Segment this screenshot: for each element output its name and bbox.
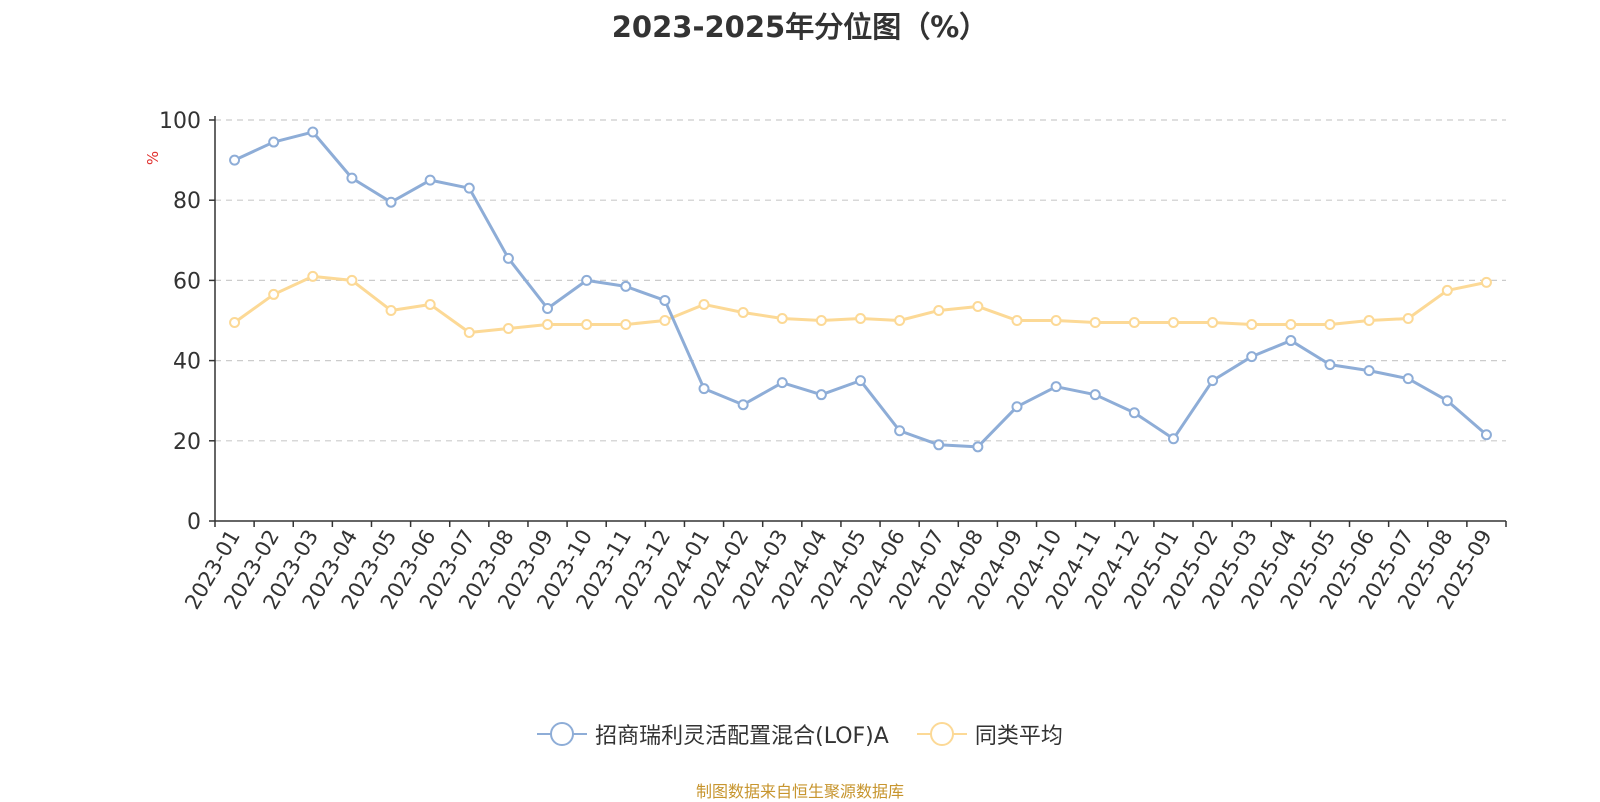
data-point[interactable] (542, 302, 554, 314)
data-point[interactable] (307, 126, 319, 138)
data-point[interactable] (229, 154, 241, 166)
data-point[interactable] (933, 439, 945, 451)
data-point[interactable] (1480, 276, 1492, 288)
data-point[interactable] (1363, 365, 1375, 377)
data-point[interactable] (346, 274, 358, 286)
data-point[interactable] (972, 300, 984, 312)
data-point[interactable] (1128, 407, 1140, 419)
data-point[interactable] (698, 298, 710, 310)
legend-item-series-0[interactable]: 招商瑞利灵活配置混合(LOF)A (537, 718, 889, 750)
axes (214, 116, 1507, 527)
data-point[interactable] (894, 315, 906, 326)
y-tick-label: 100 (159, 109, 201, 134)
x-tick-labels: 2023-012023-022023-032023-042023-052023-… (180, 526, 1497, 614)
data-point[interactable] (1402, 312, 1414, 324)
data-point[interactable] (1246, 351, 1258, 363)
data-point[interactable] (855, 375, 866, 387)
data-point[interactable] (581, 319, 593, 331)
data-point[interactable] (776, 377, 788, 389)
data-point[interactable] (659, 315, 671, 326)
chart-title: 2023-2025年分位图（%） (611, 10, 989, 44)
data-point[interactable] (424, 298, 436, 310)
data-point[interactable] (620, 319, 632, 331)
data-point[interactable] (542, 319, 554, 331)
y-tick-label: 80 (173, 189, 201, 214)
legend-swatch-icon (916, 722, 967, 746)
series-line (233, 274, 1487, 335)
y-tick-label: 60 (173, 269, 201, 294)
data-point[interactable] (659, 294, 671, 306)
data-point[interactable] (815, 389, 827, 401)
data-point[interactable] (1050, 315, 1062, 326)
data-point[interactable] (385, 304, 397, 316)
data-point[interactable] (346, 172, 358, 184)
legend-item-series-1[interactable]: 同类平均 (916, 718, 1063, 750)
y-tick-label: 40 (173, 350, 201, 375)
data-point[interactable] (1089, 389, 1101, 401)
series-group (229, 126, 1492, 453)
series-1 (229, 270, 1492, 339)
data-point[interactable] (1480, 429, 1492, 441)
data-point[interactable] (1011, 315, 1023, 326)
data-point[interactable] (894, 425, 906, 437)
data-point[interactable] (1011, 401, 1023, 413)
data-point[interactable] (268, 288, 280, 300)
data-point[interactable] (776, 312, 788, 324)
data-point[interactable] (972, 441, 984, 453)
data-point[interactable] (1050, 381, 1062, 393)
data-source-note: 制图数据来自恒生聚源数据库 (695, 782, 904, 801)
data-point[interactable] (1167, 433, 1179, 445)
data-point[interactable] (1441, 395, 1453, 407)
data-point[interactable] (1363, 315, 1375, 326)
data-point[interactable] (581, 274, 593, 286)
data-point[interactable] (1207, 317, 1219, 329)
data-point[interactable] (463, 327, 475, 339)
data-point[interactable] (698, 383, 710, 395)
data-point[interactable] (502, 252, 514, 264)
data-point[interactable] (1128, 317, 1140, 329)
data-point[interactable] (1246, 319, 1258, 331)
data-point[interactable] (620, 280, 632, 292)
legend-label: 同类平均 (974, 724, 1063, 749)
data-point[interactable] (1324, 319, 1336, 331)
series-0 (229, 126, 1492, 453)
grid-lines (209, 119, 1506, 522)
data-point[interactable] (737, 399, 749, 411)
data-point[interactable] (855, 312, 866, 324)
y-tick-label: 20 (173, 430, 201, 455)
data-point[interactable] (1167, 317, 1179, 329)
y-tick-label: 0 (187, 510, 201, 535)
series-line (233, 130, 1488, 449)
data-point[interactable] (463, 182, 475, 194)
data-point[interactable] (1441, 284, 1453, 296)
data-point[interactable] (815, 315, 827, 326)
data-point[interactable] (1207, 375, 1219, 387)
data-point[interactable] (307, 270, 319, 282)
data-point[interactable] (385, 196, 397, 208)
data-point[interactable] (1285, 319, 1297, 331)
data-point[interactable] (737, 306, 749, 318)
data-point[interactable] (268, 136, 280, 148)
legend: 招商瑞利灵活配置混合(LOF)A 同类平均 (0, 718, 1600, 750)
legend-swatch-icon (537, 722, 588, 746)
data-point[interactable] (424, 174, 436, 186)
data-point[interactable] (1089, 317, 1101, 329)
data-point[interactable] (1324, 359, 1336, 371)
y-axis-label: % (144, 151, 162, 165)
legend-label: 招商瑞利灵活配置混合(LOF)A (595, 724, 889, 749)
y-tick-labels: 0 20 40 60 80 100 (159, 109, 201, 535)
data-point[interactable] (502, 323, 514, 335)
data-point[interactable] (1285, 335, 1297, 347)
data-point[interactable] (1402, 373, 1414, 385)
data-point[interactable] (933, 304, 945, 316)
data-point[interactable] (229, 317, 241, 329)
